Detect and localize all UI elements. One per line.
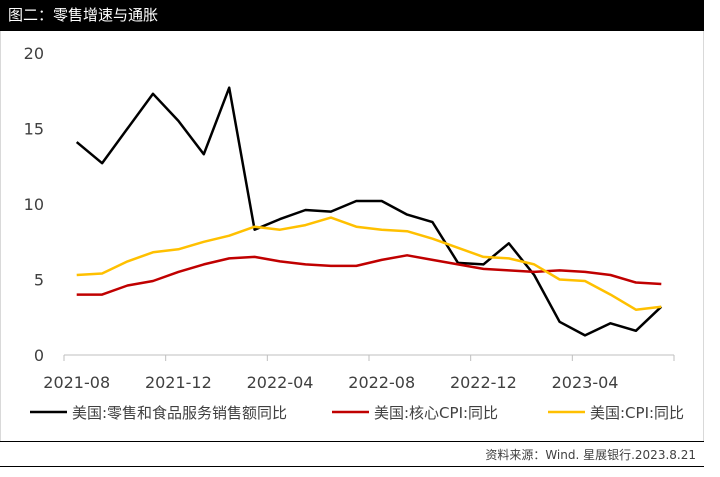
chart-frame xyxy=(0,31,704,441)
y-tick-label: 20 xyxy=(24,44,44,63)
y-axis-ticks: 0 5 10 15 20 xyxy=(24,44,44,365)
x-tick-label: 2022-12 xyxy=(450,373,517,392)
x-tick-label: 2021-12 xyxy=(145,373,212,392)
x-axis-ticks: 2021-08 2021-12 2022-04 2022-08 2022-12 2023-… xyxy=(43,355,675,392)
series-line-3 xyxy=(76,216,662,311)
x-tick-label: 2022-04 xyxy=(247,373,314,392)
legend-label: 美国:核心CPI:同比 xyxy=(374,404,498,422)
legend-label: 美国:CPI:同比 xyxy=(590,404,684,422)
chart-title: 图二：零售增速与通胀 xyxy=(0,0,704,31)
series-line-1 xyxy=(75,86,663,337)
divider-top xyxy=(0,441,704,442)
x-tick-label: 2021-08 xyxy=(43,373,110,392)
x-tick-label: 2022-08 xyxy=(348,373,415,392)
legend: 美国:零售和食品服务销售额同比 美国:核心CPI:同比 美国:CPI:同比 xyxy=(30,404,684,422)
divider-bottom xyxy=(0,466,704,467)
x-tick-label: 2023-04 xyxy=(552,373,619,392)
y-tick-label: 10 xyxy=(24,195,44,214)
y-tick-label: 0 xyxy=(34,346,44,365)
legend-label: 美国:零售和食品服务销售额同比 xyxy=(72,404,287,422)
series-group xyxy=(75,86,663,337)
y-tick-label: 15 xyxy=(24,120,44,139)
series-line-2 xyxy=(76,254,662,296)
source-note: 资料来源：Wind. 星展银行.2023.8.21 xyxy=(485,448,696,462)
y-tick-label: 5 xyxy=(34,271,44,290)
